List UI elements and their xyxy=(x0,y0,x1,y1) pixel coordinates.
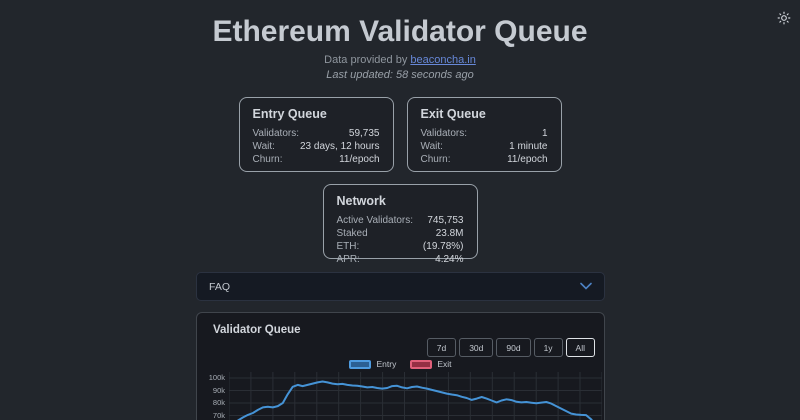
row-label: Wait: xyxy=(252,141,275,152)
exit-validators-row: Validators: 1 xyxy=(421,127,548,140)
row-label: Validators: xyxy=(252,128,300,139)
range-button-7d[interactable]: 7d xyxy=(426,338,457,357)
chart-plot-area[interactable] xyxy=(228,372,603,420)
row-value: 23 days, 12 hours xyxy=(300,141,380,152)
legend-label: Entry xyxy=(376,359,397,369)
y-axis-tick-label: 100k xyxy=(208,373,225,382)
row-value: 1 minute xyxy=(509,141,548,152)
entry-wait-row: Wait: 23 days, 12 hours xyxy=(253,140,380,153)
exit-wait-row: Wait: 1 minute xyxy=(421,140,548,153)
legend-label: Exit xyxy=(437,359,452,369)
row-label: APR: xyxy=(336,254,360,265)
entry-exit-line-chart xyxy=(228,372,603,420)
network-apr-row: APR: 4.24% xyxy=(337,253,464,266)
entry-validators-row: Validators: 59,735 xyxy=(253,127,380,140)
row-value: 23.8M (19.78%) xyxy=(422,228,464,252)
row-label: Staked ETH: xyxy=(336,228,368,252)
network-card-row: Network Active Validators: 745,753 Stake… xyxy=(0,184,800,265)
page-header: Ethereum Validator Queue Data provided b… xyxy=(0,0,800,81)
theme-toggle-button[interactable] xyxy=(773,8,795,30)
entry-series-swatch xyxy=(349,359,372,369)
range-button-all[interactable]: All xyxy=(565,338,595,357)
row-label: Churn: xyxy=(252,154,283,165)
last-updated-text: Last updated: 58 seconds ago xyxy=(326,69,474,81)
row-label: Churn: xyxy=(420,154,451,165)
row-value: 59,735 xyxy=(348,128,380,139)
row-value: 1 xyxy=(541,128,548,139)
range-button-30d[interactable]: 30d xyxy=(459,338,494,357)
row-value: 11/epoch xyxy=(507,154,548,165)
entry-queue-card: Entry Queue Validators: 59,735 Wait: 23 … xyxy=(238,97,394,172)
faq-label: FAQ xyxy=(209,280,231,293)
range-button-90d[interactable]: 90d xyxy=(496,338,531,357)
row-label: Active Validators: xyxy=(336,215,414,226)
range-button-1y[interactable]: 1y xyxy=(533,338,563,357)
network-title: Network xyxy=(336,194,386,208)
exit-churn-row: Churn: 11/epoch xyxy=(421,153,548,166)
faq-accordion[interactable]: FAQ xyxy=(196,272,605,301)
row-value: 745,753 xyxy=(427,215,464,226)
entry-queue-title: Entry Queue xyxy=(252,107,327,121)
time-range-group: 7d 30d 90d 1y All xyxy=(426,338,595,357)
row-label: Wait: xyxy=(420,141,443,152)
row-label: Validators: xyxy=(420,128,468,139)
chart-title: Validator Queue xyxy=(213,324,301,336)
row-value: 4.24% xyxy=(435,254,464,265)
network-staked-eth-row: Staked ETH: 23.8M (19.78%) xyxy=(337,227,464,253)
row-value: 11/epoch xyxy=(339,154,380,165)
y-axis-tick-label: 90k xyxy=(212,385,225,395)
entry-churn-row: Churn: 11/epoch xyxy=(253,153,380,166)
sun-icon xyxy=(777,11,791,28)
network-card: Network Active Validators: 745,753 Stake… xyxy=(322,184,478,265)
validator-queue-chart-panel: Validator Queue 7d 30d 90d 1y All Entry … xyxy=(196,312,605,420)
chart-legend: Entry Exit xyxy=(197,359,604,369)
exit-series-swatch xyxy=(410,359,433,369)
chart-y-axis: 100k 90k 80k 70k xyxy=(197,313,225,420)
page-title: Ethereum Validator Queue xyxy=(212,15,588,48)
exit-queue-title: Exit Queue xyxy=(420,107,486,121)
legend-item-exit[interactable]: Exit xyxy=(410,359,452,369)
exit-queue-card: Exit Queue Validators: 1 Wait: 1 minute … xyxy=(406,97,562,172)
beaconchain-link[interactable]: beaconcha.in xyxy=(410,54,476,66)
network-active-validators-row: Active Validators: 745,753 xyxy=(337,214,464,227)
y-axis-tick-label: 70k xyxy=(212,410,225,420)
data-provided-prefix: Data provided by xyxy=(324,54,411,66)
data-provided-line: Data provided by beaconcha.in xyxy=(0,54,800,66)
legend-item-entry[interactable]: Entry xyxy=(349,359,396,369)
y-axis-tick-label: 80k xyxy=(212,398,225,407)
queue-cards-row: Entry Queue Validators: 59,735 Wait: 23 … xyxy=(0,97,800,172)
chevron-down-icon xyxy=(580,281,592,293)
